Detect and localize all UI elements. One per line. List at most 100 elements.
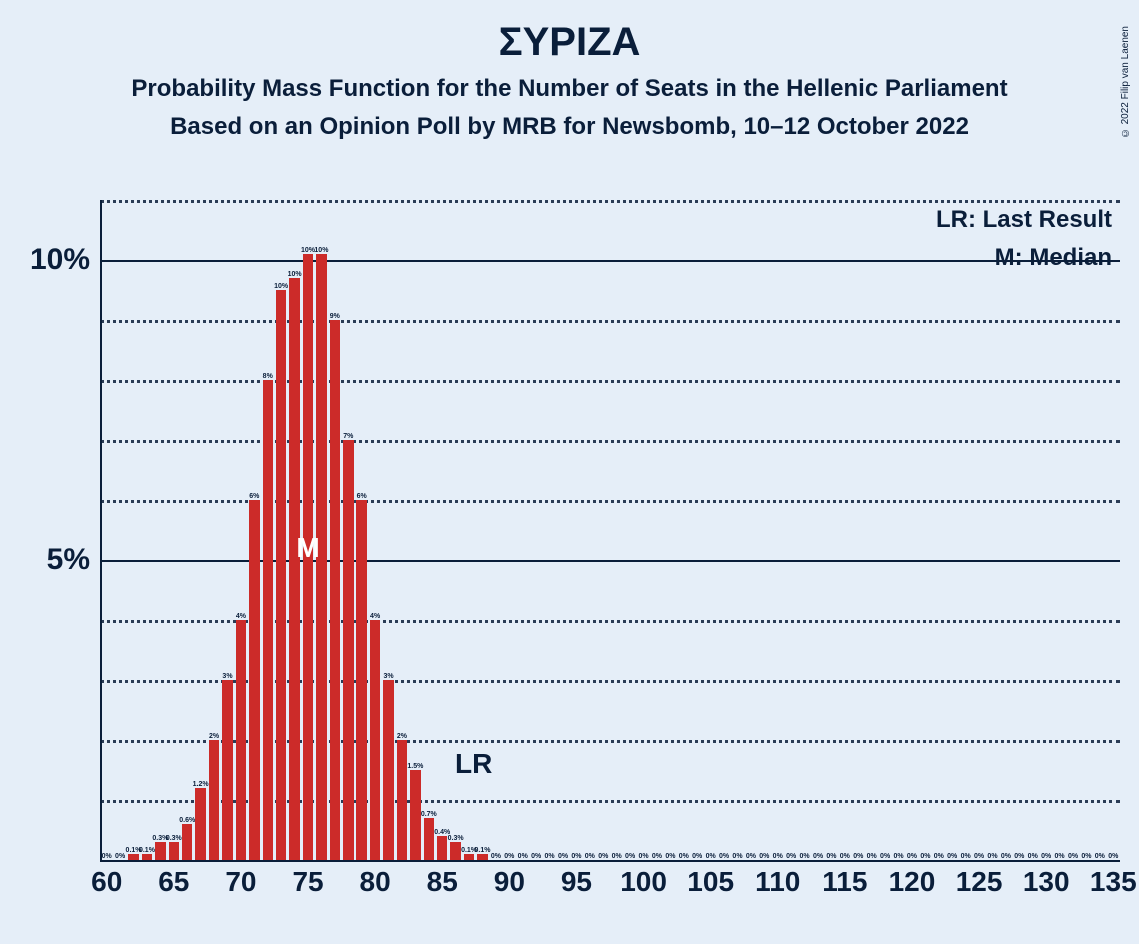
x-tick-label: 105 xyxy=(687,866,734,898)
bar: 0.1% xyxy=(464,854,474,860)
bar: 1.5% xyxy=(410,770,420,860)
bar: 0.1% xyxy=(128,854,138,860)
bar-label: 0% xyxy=(679,853,689,860)
bar-label: 0% xyxy=(867,853,877,860)
bar-label: 0% xyxy=(638,853,648,860)
bar-label: 0% xyxy=(907,853,917,860)
last-result-marker: LR xyxy=(455,748,492,780)
bar: 2% xyxy=(209,740,219,860)
bar-label: 0% xyxy=(853,853,863,860)
bar-label: 0% xyxy=(518,853,528,860)
plot: 5%10%60657075808590951001051101151201251… xyxy=(100,200,1120,860)
bar-label: 0.3% xyxy=(166,835,182,842)
bar-label: 0% xyxy=(826,853,836,860)
bar-label: 0% xyxy=(1028,853,1038,860)
bar-label: 0% xyxy=(1001,853,1011,860)
bar: 0.3% xyxy=(169,842,179,860)
copyright: © 2022 Filip van Laenen xyxy=(1120,26,1131,138)
x-tick-label: 70 xyxy=(225,866,256,898)
bar-label: 0% xyxy=(665,853,675,860)
bar-label: 0% xyxy=(598,853,608,860)
bar: 2% xyxy=(397,740,407,860)
x-tick-label: 90 xyxy=(494,866,525,898)
bar-label: 10% xyxy=(301,247,315,254)
median-marker: M xyxy=(296,532,319,564)
bar-label: 2% xyxy=(397,733,407,740)
bar-label: 0% xyxy=(974,853,984,860)
bar-label: 0% xyxy=(920,853,930,860)
bar: 6% xyxy=(249,500,259,860)
bar: 0.3% xyxy=(450,842,460,860)
bar-label: 0% xyxy=(840,853,850,860)
bar: 4% xyxy=(370,620,380,860)
bar-label: 0% xyxy=(612,853,622,860)
bar: 9% xyxy=(330,320,340,860)
bar-label: 0% xyxy=(759,853,769,860)
bar-label: 0% xyxy=(893,853,903,860)
bar-label: 0.3% xyxy=(448,835,464,842)
bar-label: 3% xyxy=(222,673,232,680)
x-tick-label: 100 xyxy=(620,866,667,898)
y-tick-label: 10% xyxy=(30,243,90,277)
bar-label: 0% xyxy=(504,853,514,860)
x-tick-label: 135 xyxy=(1090,866,1137,898)
bar-label: 0% xyxy=(1095,853,1105,860)
bar-label: 0% xyxy=(115,853,125,860)
bar: 0.7% xyxy=(424,818,434,860)
bar-label: 0% xyxy=(800,853,810,860)
bar-label: 4% xyxy=(370,613,380,620)
bar: 8% xyxy=(263,380,273,860)
chart-subtitle-2: Based on an Opinion Poll by MRB for News… xyxy=(0,113,1139,141)
x-tick-label: 130 xyxy=(1023,866,1070,898)
bar: 0.1% xyxy=(142,854,152,860)
bar-label: 0% xyxy=(934,853,944,860)
bar-label: 0.7% xyxy=(421,811,437,818)
bar: 3% xyxy=(383,680,393,860)
bar-label: 0% xyxy=(692,853,702,860)
bar: 10% xyxy=(289,278,299,860)
x-tick-label: 110 xyxy=(755,866,800,898)
bar-label: 7% xyxy=(343,433,353,440)
bar-label: 0% xyxy=(706,853,716,860)
y-tick-label: 5% xyxy=(47,543,90,577)
bar-label: 2% xyxy=(209,733,219,740)
x-tick-label: 125 xyxy=(956,866,1003,898)
bar-label: 0% xyxy=(571,853,581,860)
bar-label: 0% xyxy=(732,853,742,860)
chart-title: ΣΥΡΙΖΑ xyxy=(0,20,1139,65)
x-tick-label: 60 xyxy=(91,866,122,898)
bar-label: 0% xyxy=(625,853,635,860)
bar-label: 10% xyxy=(314,247,328,254)
bar-label: 0% xyxy=(746,853,756,860)
bar-label: 0.1% xyxy=(139,847,155,854)
bar-label: 0% xyxy=(102,853,112,860)
bar: 4% xyxy=(236,620,246,860)
chart-subtitle-1: Probability Mass Function for the Number… xyxy=(0,75,1139,103)
bar: 3% xyxy=(222,680,232,860)
bar-label: 8% xyxy=(263,373,273,380)
bar-label: 0.1% xyxy=(475,847,491,854)
bar-label: 0% xyxy=(987,853,997,860)
legend-lr: LR: Last Result xyxy=(936,206,1112,234)
bar: 0.4% xyxy=(437,836,447,860)
bar: 0.3% xyxy=(155,842,165,860)
x-tick-label: 75 xyxy=(292,866,323,898)
legend-m: M: Median xyxy=(995,244,1112,272)
bar-label: 1.5% xyxy=(407,763,423,770)
bar-label: 0% xyxy=(1041,853,1051,860)
bar: 0.1% xyxy=(477,854,487,860)
bar: 10% xyxy=(276,290,286,860)
bar-label: 0% xyxy=(652,853,662,860)
x-tick-label: 115 xyxy=(822,866,867,898)
bar-label: 6% xyxy=(249,493,259,500)
bar-label: 0% xyxy=(1081,853,1091,860)
bar: 0.6% xyxy=(182,824,192,860)
bar-label: 0% xyxy=(961,853,971,860)
bar-label: 0% xyxy=(558,853,568,860)
bar-label: 0% xyxy=(545,853,555,860)
bar-label: 0.6% xyxy=(179,817,195,824)
bar-label: 0% xyxy=(773,853,783,860)
bar-label: 1.2% xyxy=(193,781,209,788)
bar-label: 0% xyxy=(880,853,890,860)
x-tick-label: 65 xyxy=(158,866,189,898)
